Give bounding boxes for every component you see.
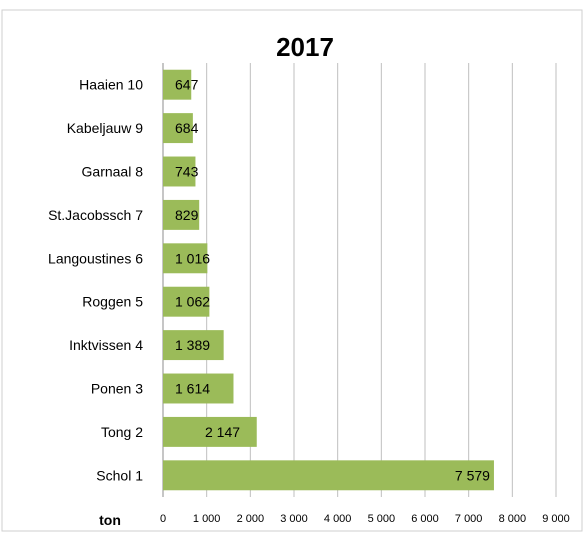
data-label: 7 579 <box>455 467 490 483</box>
category-label: Inktvissen 4 <box>69 337 143 353</box>
data-label: 743 <box>175 164 199 180</box>
bar <box>163 416 257 447</box>
category-label: Haaien 10 <box>79 77 143 93</box>
x-tick-label: 4 000 <box>324 513 352 525</box>
bar <box>163 156 196 187</box>
bar-layer <box>163 69 494 491</box>
category-label: Garnaal 8 <box>82 164 144 180</box>
bar <box>163 113 193 144</box>
x-tick-label: 9 000 <box>542 513 570 525</box>
data-label: 1 016 <box>175 250 210 266</box>
chart-title: 2017 <box>276 32 334 62</box>
bar <box>163 330 224 361</box>
category-label: Schol 1 <box>96 467 143 483</box>
data-label: 2 147 <box>205 424 240 440</box>
bar <box>163 460 494 491</box>
category-label: Langoustines 6 <box>48 250 143 266</box>
category-layer: Haaien 10 Kabeljauw 9 Garnaal 8 St.Jacobssc… <box>48 77 143 484</box>
bar <box>163 69 192 100</box>
category-label: Tong 2 <box>101 424 143 440</box>
x-tick-label: 0 <box>160 513 166 525</box>
bar <box>163 373 234 404</box>
bar <box>163 243 208 274</box>
x-tick-label: 6 000 <box>411 513 439 525</box>
data-label: 1 389 <box>175 337 210 353</box>
data-label: 829 <box>175 207 199 223</box>
bar <box>163 286 210 317</box>
x-tick-label: 1 000 <box>193 513 221 525</box>
data-label: 684 <box>175 120 199 136</box>
category-label: St.Jacobssch 7 <box>48 207 143 223</box>
x-tick-label: 2 000 <box>237 513 265 525</box>
category-label: Kabeljauw 9 <box>67 120 143 136</box>
x-tick-label: 5 000 <box>368 513 396 525</box>
data-label: 1 062 <box>175 294 210 310</box>
category-label: Roggen 5 <box>82 294 143 310</box>
bar <box>163 199 200 230</box>
x-tick-label: 3 000 <box>280 513 308 525</box>
data-label: 1 614 <box>175 381 210 397</box>
x-tick-label: 8 000 <box>499 513 527 525</box>
data-label: 647 <box>175 77 199 93</box>
chart-border <box>1 9 583 532</box>
label-layer: 647 684 743 829 1 016 1 062 1 389 1 614 2 147 7 5… <box>175 77 490 484</box>
tick-layer: 0 1 000 2 000 3 000 4 000 5 000 6 000 7 000 8 00… <box>160 513 570 525</box>
category-label: Ponen 3 <box>91 381 143 397</box>
x-tick-label: 7 000 <box>455 513 483 525</box>
x-axis-label: ton <box>99 512 121 528</box>
